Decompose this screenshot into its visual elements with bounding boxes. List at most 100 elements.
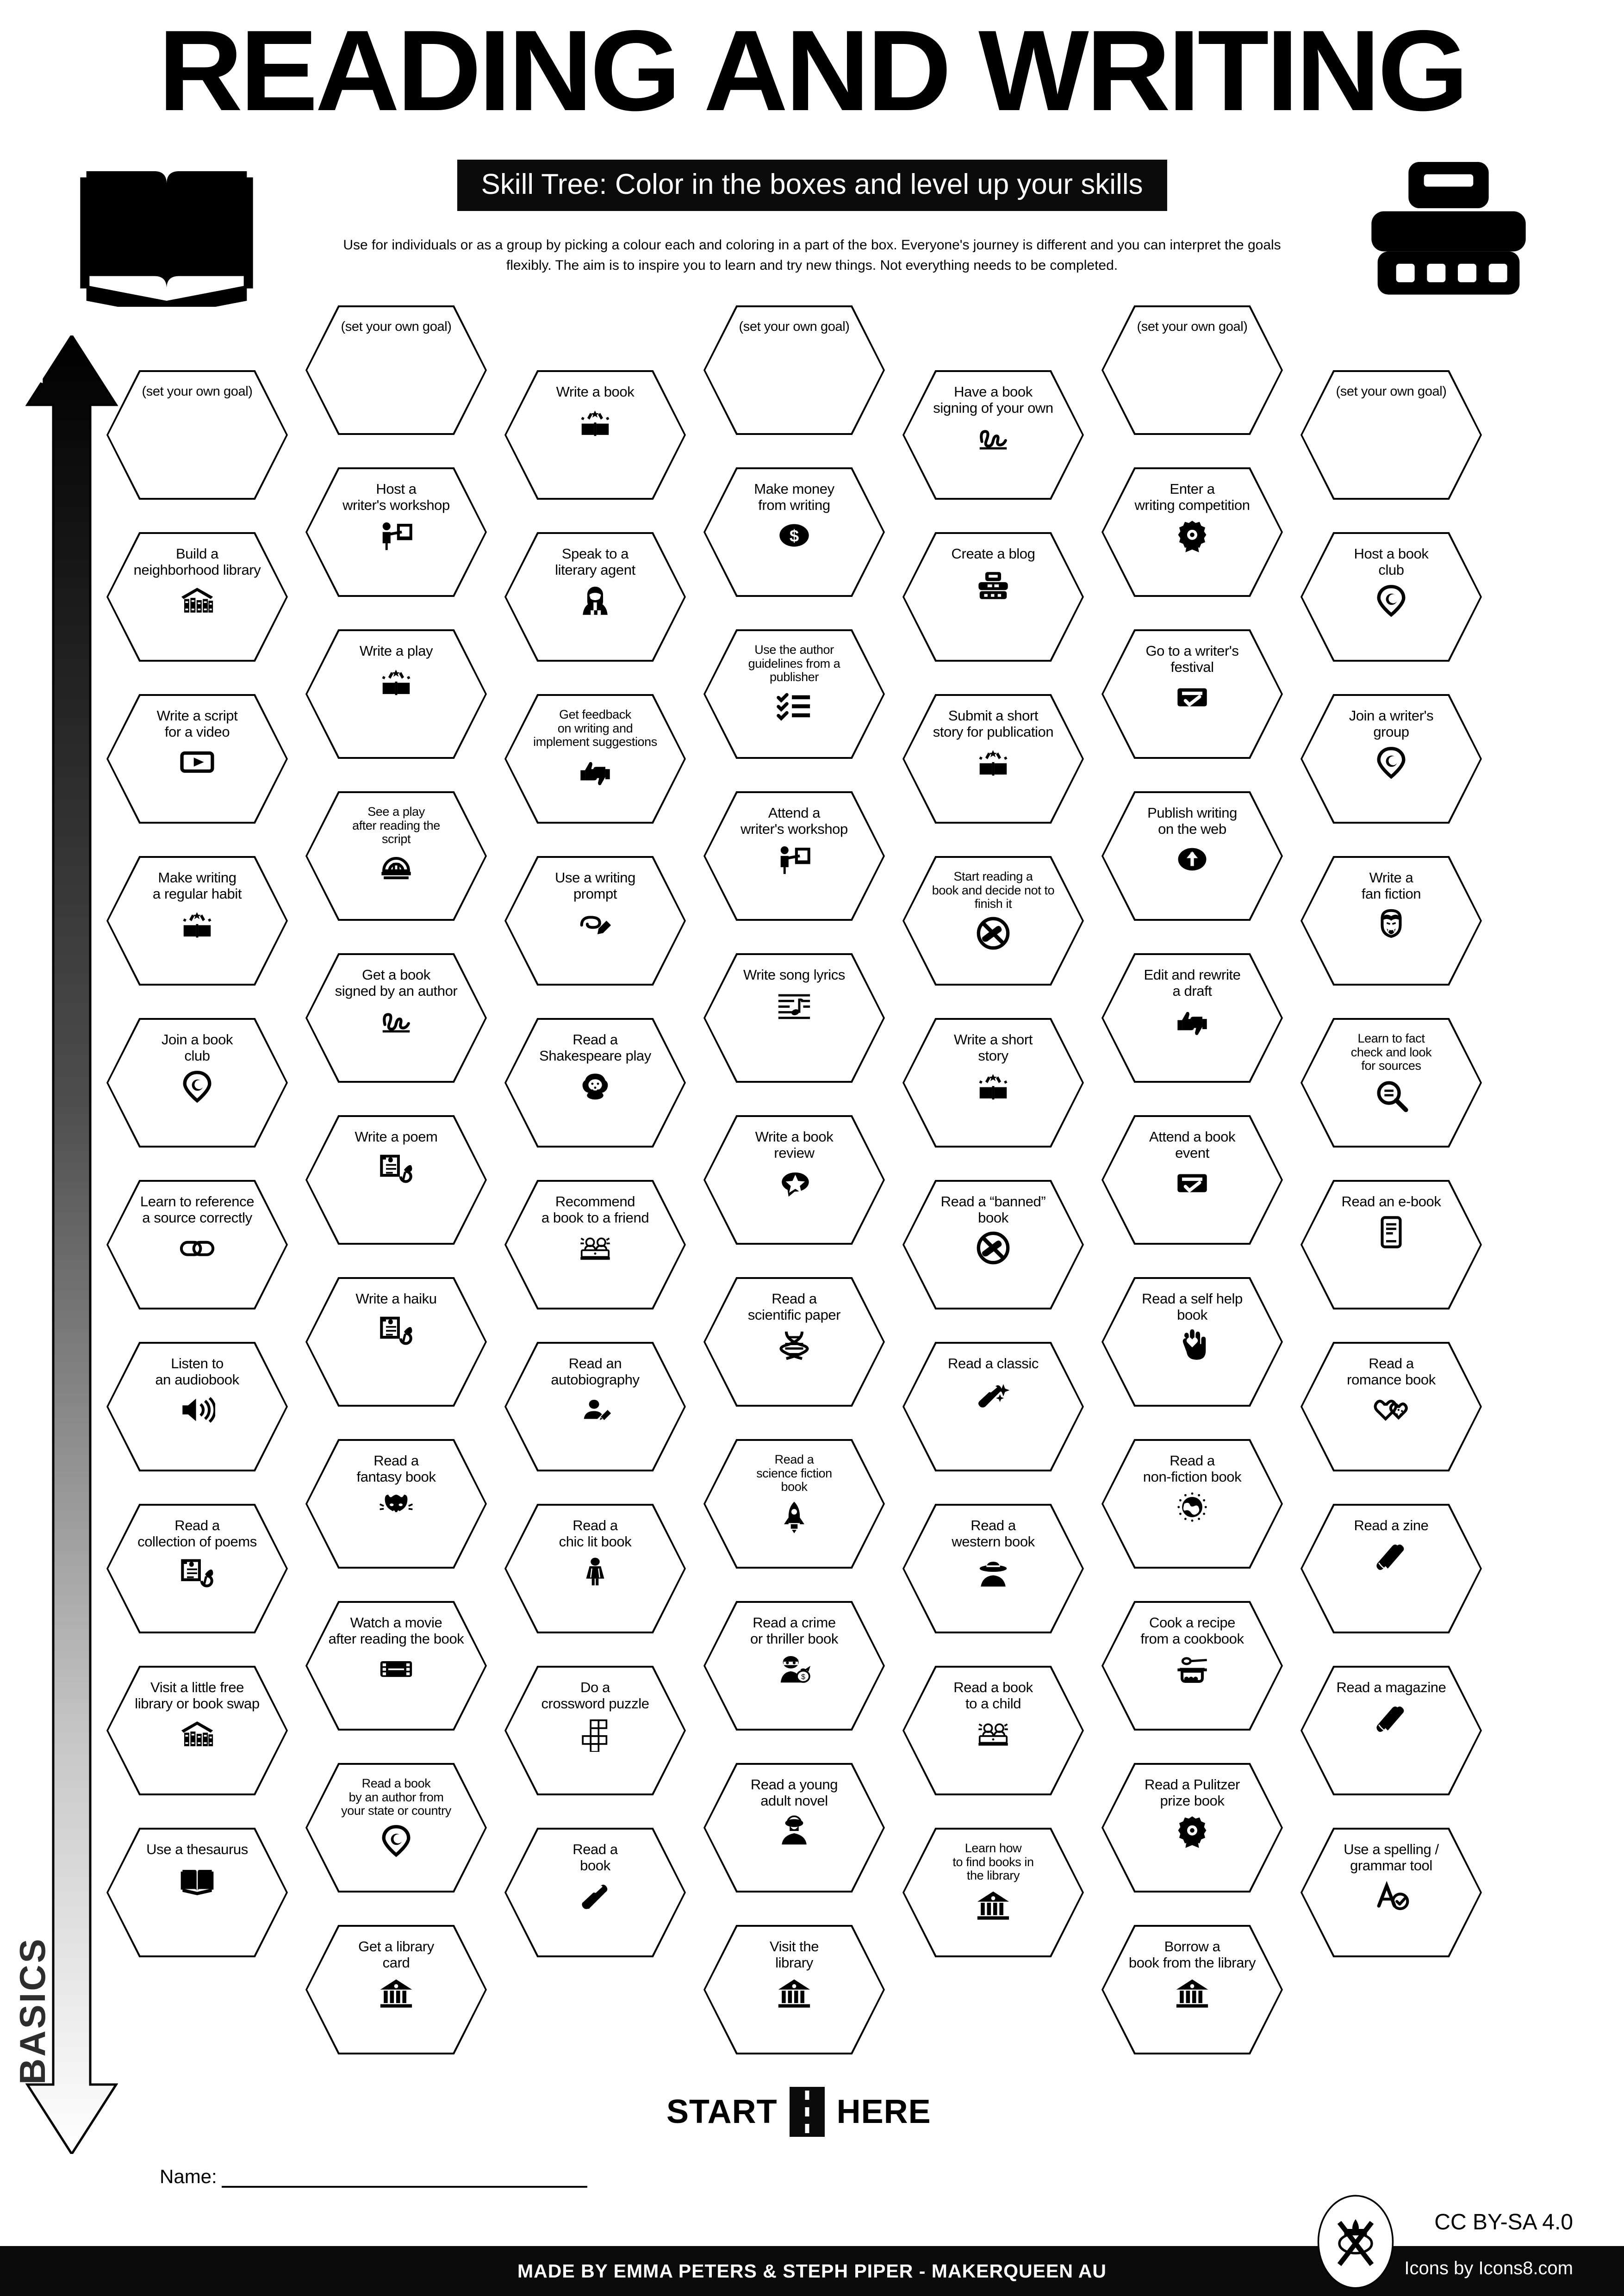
skill-hex[interactable]: See a play after reading the script: [305, 791, 487, 921]
skill-hex[interactable]: Read a scientific paper: [703, 1277, 885, 1407]
award-rosette-icon: [1174, 1813, 1210, 1849]
skill-hex[interactable]: Host a writer's workshop: [305, 467, 487, 597]
skill-hex[interactable]: Publish writing on the web: [1101, 791, 1283, 921]
skill-hex[interactable]: Read a western book: [902, 1504, 1084, 1633]
skill-hex[interactable]: Write song lyrics: [703, 953, 885, 1083]
skill-hex-content: Speak to a literary agent: [526, 539, 665, 618]
skill-hex-content: Use a spelling / grammar tool: [1322, 1834, 1461, 1914]
skill-hex[interactable]: Use a spelling / grammar tool: [1300, 1828, 1482, 1957]
skill-hex[interactable]: (set your own goal): [305, 305, 487, 435]
here-word: HERE: [836, 2093, 931, 2130]
skill-hex[interactable]: Attend a book event: [1101, 1115, 1283, 1245]
skill-hex[interactable]: Get feedback on writing and implement sugg…: [504, 694, 686, 824]
skill-hex[interactable]: Read a book to a child: [902, 1666, 1084, 1795]
skill-hex[interactable]: Speak to a literary agent: [504, 532, 686, 662]
skill-hex-label: Write a poem: [355, 1129, 438, 1145]
skill-hex[interactable]: Recommend a book to a friend: [504, 1180, 686, 1309]
skill-hex[interactable]: Read a zine: [1300, 1504, 1482, 1633]
music-sheet-icon: [776, 987, 812, 1024]
skill-hex-content: (set your own goal): [725, 312, 864, 334]
skill-hex-content: Learn to fact check and look for sources: [1322, 1024, 1461, 1113]
skill-hex-content: (set your own goal): [1322, 377, 1461, 399]
skill-hex[interactable]: Submit a short story for publication: [902, 694, 1084, 824]
skill-hex-content: Read a “banned” book: [924, 1186, 1063, 1266]
skill-hex[interactable]: Read a book: [504, 1828, 686, 1957]
skill-hex-content: Read a science fiction book: [725, 1446, 864, 1534]
skill-hex[interactable]: Join a writer's group: [1300, 694, 1482, 824]
skill-hex-fill: [904, 858, 1082, 984]
skill-hex[interactable]: Cook a recipe from a cookbook: [1101, 1601, 1283, 1731]
subtitle-text: Skill Tree: Color in the boxes and level…: [481, 168, 1143, 200]
skill-hex[interactable]: Get a library card: [305, 1925, 487, 2054]
skill-hex[interactable]: Read a chic lit book: [504, 1504, 686, 1633]
skill-hex[interactable]: Watch a movie after reading the book: [305, 1601, 487, 1731]
skill-hex[interactable]: Listen to an audiobook: [106, 1342, 288, 1471]
skill-hex[interactable]: Write a short story: [902, 1018, 1084, 1148]
skill-hex[interactable]: Use a thesaurus: [106, 1828, 288, 1957]
skill-hex[interactable]: Write a book: [504, 370, 686, 500]
skill-hex[interactable]: Write a script for a video: [106, 694, 288, 824]
skill-hex[interactable]: Read a non-fiction book: [1101, 1439, 1283, 1569]
two-friends-icon: [975, 1716, 1011, 1752]
skill-hex[interactable]: Borrow a book from the library: [1101, 1925, 1283, 2054]
skill-hex[interactable]: Edit and rewrite a draft: [1101, 953, 1283, 1083]
skill-hex[interactable]: Read a science fiction book: [703, 1439, 885, 1569]
skill-hex[interactable]: Read a “banned” book: [902, 1180, 1084, 1309]
skill-hex-content: Watch a movie after reading the book: [327, 1607, 466, 1687]
skill-hex[interactable]: Have a book signing of your own: [902, 370, 1084, 500]
skill-hex[interactable]: Make writing a regular habit: [106, 856, 288, 986]
skill-hex[interactable]: (set your own goal): [1300, 370, 1482, 500]
skill-hex[interactable]: Read a self help book: [1101, 1277, 1283, 1407]
skill-hex[interactable]: Make money from writing $: [703, 467, 885, 597]
skill-hex[interactable]: Read a fantasy book: [305, 1439, 487, 1569]
skill-hex[interactable]: Start reading a book and decide not to fin…: [902, 856, 1084, 986]
skill-hex[interactable]: Write a book review: [703, 1115, 885, 1245]
skill-hex[interactable]: Write a poem: [305, 1115, 487, 1245]
skill-hex[interactable]: Attend a writer's workshop: [703, 791, 885, 921]
skill-hex-label: Do a crossword puzzle: [541, 1679, 649, 1712]
skill-hex[interactable]: Go to a writer's festival: [1101, 629, 1283, 759]
skill-hex[interactable]: (set your own goal): [106, 370, 288, 500]
skill-hex[interactable]: Get a book signed by an author: [305, 953, 487, 1083]
skill-hex-label: (set your own goal): [1137, 319, 1248, 334]
name-field[interactable]: Name:: [160, 2166, 587, 2188]
skill-hex[interactable]: Write a fan fiction: [1300, 856, 1482, 986]
skill-hex[interactable]: Write a play: [305, 629, 487, 759]
skill-hex-content: Make money from writing $: [725, 474, 864, 553]
skill-hex[interactable]: Read a young adult novel: [703, 1763, 885, 1893]
skill-hex[interactable]: Learn to fact check and look for sources: [1300, 1018, 1482, 1148]
name-input-rule[interactable]: [221, 2183, 587, 2188]
skill-hex-label: Join a writer's group: [1349, 707, 1434, 740]
skill-hex[interactable]: Read a Pulitzer prize book: [1101, 1763, 1283, 1893]
skill-hex[interactable]: Use a writing prompt: [504, 856, 686, 986]
skill-hex[interactable]: Read a classic: [902, 1342, 1084, 1471]
skill-hex[interactable]: Read a book by an author from your state o…: [305, 1763, 487, 1893]
skill-hex[interactable]: Use the author guidelines from a publisher: [703, 629, 885, 759]
skill-hex-content: Write a play: [327, 636, 466, 700]
skill-hex[interactable]: Read a collection of poems: [106, 1504, 288, 1633]
skill-hex[interactable]: Host a book club: [1300, 532, 1482, 662]
skill-hex-content: Use a thesaurus: [128, 1834, 267, 1898]
skill-hex[interactable]: Visit the library: [703, 1925, 885, 2054]
skill-hex[interactable]: Do a crossword puzzle: [504, 1666, 686, 1795]
skill-hex[interactable]: Write a haiku: [305, 1277, 487, 1407]
skill-hex[interactable]: Enter a writing competition: [1101, 467, 1283, 597]
skill-hex[interactable]: Read a crime or thriller book $: [703, 1601, 885, 1731]
magazines-icon: [1373, 1700, 1409, 1736]
skill-hex[interactable]: Join a book club: [106, 1018, 288, 1148]
skill-hex[interactable]: Read a Shakespeare play: [504, 1018, 686, 1148]
skill-hex[interactable]: Visit a little free library or book swap: [106, 1666, 288, 1795]
skill-hex-label: Write a fan fiction: [1361, 869, 1421, 902]
skill-hex[interactable]: Create a blog: [902, 532, 1084, 662]
skill-hex[interactable]: Read an e-book: [1300, 1180, 1482, 1309]
skill-hex[interactable]: (set your own goal): [703, 305, 885, 435]
skill-hex[interactable]: (set your own goal): [1101, 305, 1283, 435]
skill-hex-content: Read a chic lit book: [526, 1510, 665, 1590]
skill-hex[interactable]: Read a magazine: [1300, 1666, 1482, 1795]
skill-hex[interactable]: Read a romance book: [1300, 1342, 1482, 1471]
skill-hex[interactable]: Read an autobiography: [504, 1342, 686, 1471]
skill-hex-fill: [108, 858, 286, 984]
skill-hex[interactable]: Learn to reference a source correctly: [106, 1180, 288, 1309]
skill-hex[interactable]: Learn how to find books in the library: [902, 1828, 1084, 1957]
skill-hex[interactable]: Build a neighborhood library: [106, 532, 288, 662]
